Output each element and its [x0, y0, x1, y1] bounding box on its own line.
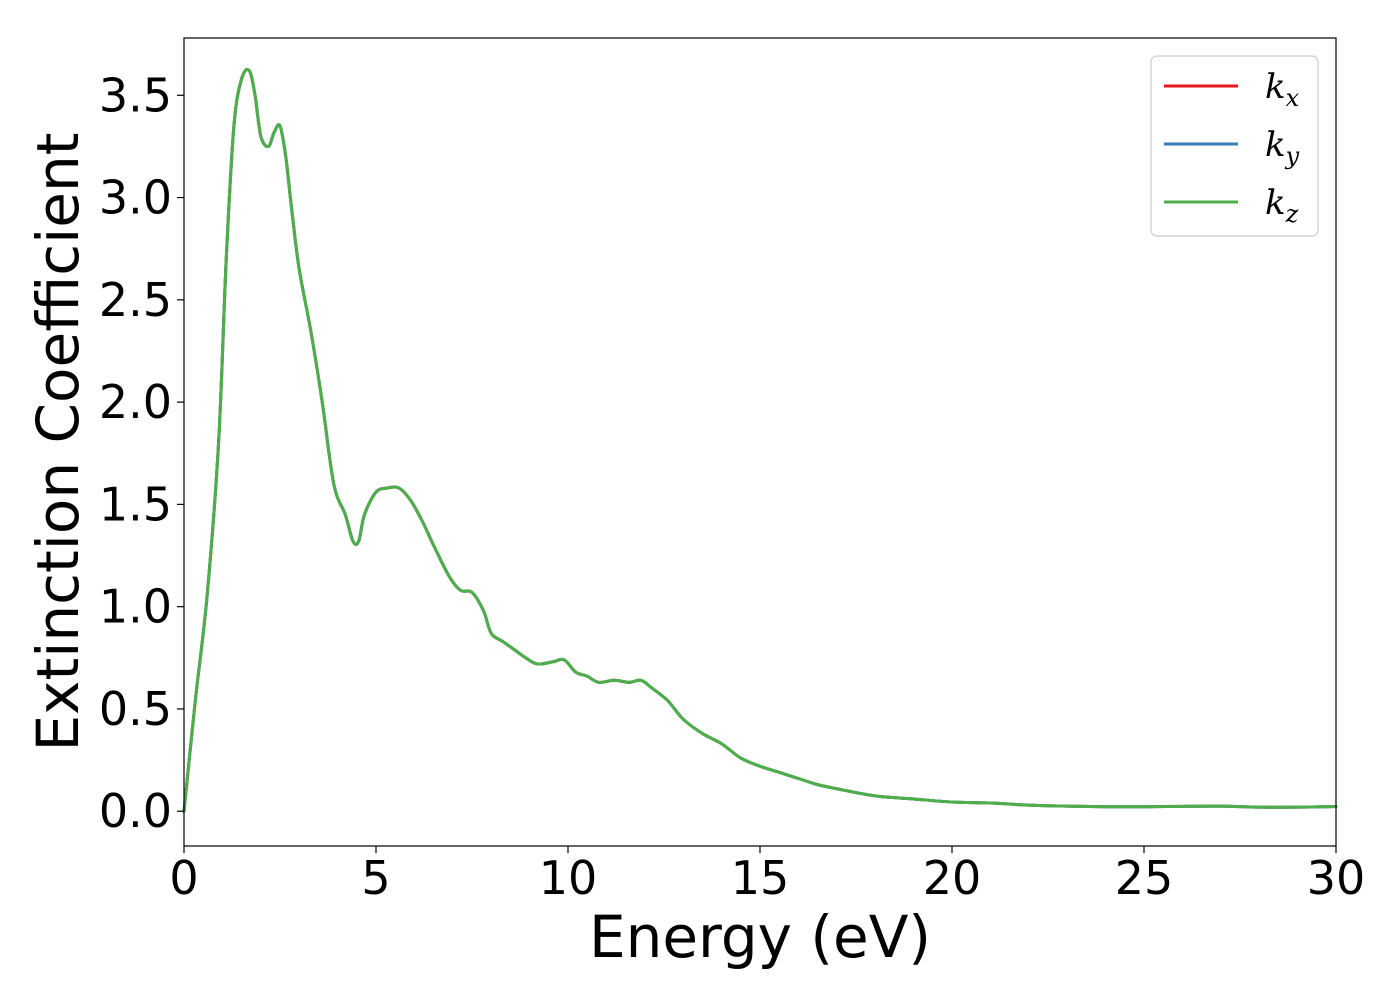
- x-tick-label: 0: [169, 851, 198, 905]
- y-tick-label: 1.5: [99, 477, 172, 531]
- y-tick-label: 2.0: [99, 375, 172, 429]
- series-layer: [182, 68, 1338, 813]
- y-tick-label: 2.5: [99, 273, 172, 327]
- y-tick-label: 3.0: [99, 171, 172, 225]
- legend-box: [1150, 55, 1319, 237]
- x-tick-label: 10: [539, 851, 598, 905]
- legend-items: kx ky kz: [1164, 67, 1300, 228]
- y-tick-label: 1.0: [99, 580, 172, 634]
- plot-background: [184, 38, 1336, 846]
- y-tick-label: 0.0: [99, 784, 172, 838]
- y-axis-label: Extinction Coefficient: [24, 133, 92, 752]
- x-tick-label: 15: [731, 851, 790, 905]
- x-tick-label: 20: [923, 851, 982, 905]
- legend-label: kx: [1265, 67, 1300, 112]
- legend-label: kz: [1265, 183, 1299, 228]
- x-tick-label: 25: [1115, 851, 1174, 905]
- x-axis-ticks: 0 5 10 15 20 25 30: [169, 846, 1365, 905]
- x-axis-label: Energy (eV): [589, 903, 931, 971]
- series-line-kz: [182, 68, 1338, 813]
- legend-label: ky: [1265, 125, 1300, 170]
- x-tick-label: 5: [361, 851, 390, 905]
- x-tick-label: 30: [1307, 851, 1366, 905]
- y-tick-label: 0.5: [99, 682, 172, 736]
- legend: kx ky kz: [1150, 55, 1319, 237]
- y-tick-label: 3.5: [99, 68, 172, 122]
- y-axis-ticks: 0.0 0.5 1.0 1.5 2.0 2.5 3.0 3.5: [99, 68, 184, 838]
